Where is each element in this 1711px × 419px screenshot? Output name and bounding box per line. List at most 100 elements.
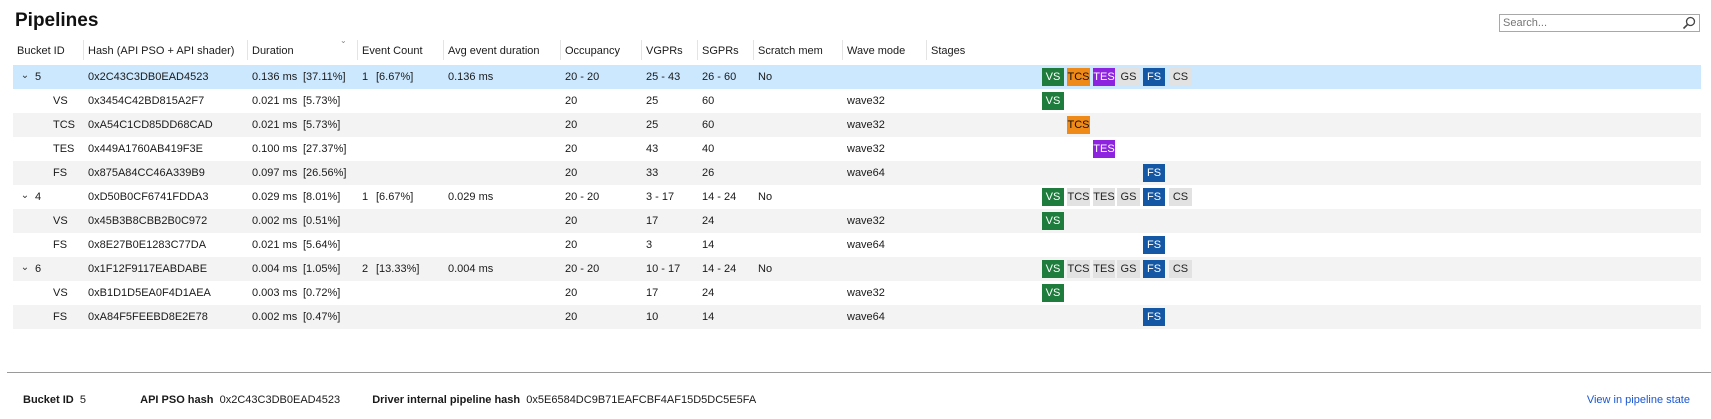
wave-mode: wave64	[847, 167, 885, 179]
avg-event-duration: 0.136 ms	[448, 71, 494, 83]
api-pso-hash-value: 0x2C43C3DB0EAD4523	[219, 394, 341, 406]
driver-hash-value: 0x5E6584DC9B71EAFCBF4AF15D5DC5E5FA	[526, 394, 757, 406]
column-header-event-count[interactable]: Event Count	[358, 40, 444, 60]
stage-badge-tes: TES	[1093, 188, 1115, 206]
vgprs: 10	[646, 311, 659, 323]
shader-hash: 0x449A1760AB419F3E	[88, 143, 203, 155]
duration: 0.100 ms	[252, 143, 298, 155]
shader-row[interactable]: VS 0xB1D1D5EA0F4D1AEA 0.003 ms [0.72%] 2…	[13, 281, 1701, 305]
shader-hash: 0x3454C42BD815A2F7	[88, 95, 205, 107]
vgprs: 33	[646, 167, 659, 179]
sgprs: 14	[702, 239, 715, 251]
duration: 0.136 ms	[252, 71, 298, 83]
occupancy: 20	[565, 119, 578, 131]
wave-mode: wave32	[847, 143, 885, 155]
shader-stage: VS	[53, 287, 68, 299]
chevron-down-icon[interactable]: ⌄	[20, 262, 30, 273]
duration: 0.003 ms	[252, 287, 298, 299]
stage-badge-tcs: TCS	[1067, 68, 1090, 86]
divider	[7, 372, 1711, 373]
shader-row[interactable]: TCS 0xA54C1CD85DD68CAD 0.021 ms [5.73%] …	[13, 113, 1701, 137]
duration-percent: [37.11%]	[303, 71, 346, 83]
column-header-vgprs[interactable]: VGPRs	[642, 40, 698, 60]
column-header-hash[interactable]: Hash (API PSO + API shader)	[84, 40, 248, 60]
sgprs: 60	[702, 95, 715, 107]
vgprs: 17	[646, 215, 659, 227]
column-header-duration[interactable]: Duration	[248, 40, 358, 60]
vgprs: 25	[646, 119, 659, 131]
column-header-bucket-id[interactable]: Bucket ID	[13, 40, 84, 60]
bucket-row-4[interactable]: ⌄ 4 0xD50B0CF6741FDDA3 0.029 ms [8.01%] …	[13, 185, 1701, 209]
duration: 0.029 ms	[252, 191, 298, 203]
sgprs: 24	[702, 215, 715, 227]
duration: 0.021 ms	[252, 119, 298, 131]
stage-badge-tes: TES	[1093, 68, 1115, 86]
duration-percent: [27.37%]	[303, 143, 347, 155]
stage-badge-gs: GS	[1117, 260, 1140, 278]
search-input[interactable]	[1500, 15, 1681, 31]
shader-hash: 0xA54C1CD85DD68CAD	[88, 119, 213, 131]
event-count: 1	[362, 71, 369, 83]
shader-row[interactable]: VS 0x45B3B8CBB2B0C972 0.002 ms [0.51%] 2…	[13, 209, 1701, 233]
stage-badge-vs: VS	[1042, 92, 1064, 110]
shader-row[interactable]: FS 0xA84F5FEEBD8E2E78 0.002 ms [0.47%] 2…	[13, 305, 1701, 329]
driver-hash-label: Driver internal pipeline hash	[372, 394, 521, 406]
bucket-row-5[interactable]: ⌄ 5 0x2C43C3DB0EAD4523 0.136 ms [37.11%]…	[13, 65, 1701, 89]
stage-badge-cs: CS	[1169, 260, 1192, 278]
duration-percent: [0.47%]	[303, 311, 341, 323]
pipeline-hash: 0x2C43C3DB0EAD4523	[88, 71, 209, 83]
wave-mode: wave64	[847, 311, 885, 323]
wave-mode: wave64	[847, 239, 885, 251]
column-header-scratch-mem[interactable]: Scratch mem	[754, 40, 843, 60]
column-header-avg-event-duration[interactable]: Avg event duration	[444, 40, 561, 60]
occupancy: 20	[565, 311, 578, 323]
bucket-row-6[interactable]: ⌄ 6 0x1F12F9117EABDABE 0.004 ms [1.05%] …	[13, 257, 1701, 281]
bucket-id: 4	[35, 191, 42, 203]
search-box[interactable]	[1499, 14, 1700, 32]
stage-badge-fs: FS	[1143, 308, 1165, 326]
column-header-wave-mode[interactable]: Wave mode	[843, 40, 927, 60]
duration: 0.004 ms	[252, 263, 298, 275]
vgprs: 25 - 43	[646, 71, 681, 83]
avg-event-duration: 0.004 ms	[448, 263, 494, 275]
shader-stage: FS	[53, 311, 68, 323]
duration: 0.002 ms	[252, 311, 298, 323]
occupancy: 20	[565, 95, 578, 107]
api-pso-hash-label: API PSO hash	[140, 394, 214, 406]
shader-stage: FS	[53, 167, 68, 179]
stage-badge-tcs: TCS	[1067, 260, 1090, 278]
duration-percent: [5.73%]	[303, 119, 341, 131]
shader-row[interactable]: FS 0x875A84CC46A339B9 0.097 ms [26.56%] …	[13, 161, 1701, 185]
wave-mode: wave32	[847, 215, 885, 227]
event-count: 1	[362, 191, 369, 203]
shader-stage: VS	[53, 95, 68, 107]
page-title: Pipelines	[15, 10, 99, 31]
shader-hash: 0xA84F5FEEBD8E2E78	[88, 311, 208, 323]
stage-badge-fs: FS	[1143, 236, 1165, 254]
chevron-down-icon[interactable]: ⌄	[20, 190, 30, 201]
sgprs: 40	[702, 143, 715, 155]
shader-row[interactable]: TES 0x449A1760AB419F3E 0.100 ms [27.37%]…	[13, 137, 1701, 161]
column-header-stages[interactable]: Stages	[931, 45, 966, 57]
duration: 0.021 ms	[252, 239, 298, 251]
sgprs: 24	[702, 287, 715, 299]
event-percent: [6.67%]	[376, 191, 414, 203]
scratch-mem: No	[758, 191, 773, 203]
vgprs: 25	[646, 95, 659, 107]
view-in-pipeline-state-link[interactable]: View in pipeline state	[1586, 394, 1690, 406]
duration-percent: [0.51%]	[303, 215, 341, 227]
sgprs: 14 - 24	[702, 191, 737, 203]
column-header-occupancy[interactable]: Occupancy	[561, 40, 642, 60]
scratch-mem: No	[758, 263, 773, 275]
occupancy: 20	[565, 287, 578, 299]
duration: 0.021 ms	[252, 95, 298, 107]
event-percent: [13.33%]	[376, 263, 420, 275]
wave-mode: wave32	[847, 95, 885, 107]
shader-row[interactable]: VS 0x3454C42BD815A2F7 0.021 ms [5.73%] 2…	[13, 89, 1701, 113]
occupancy: 20	[565, 215, 578, 227]
event-count: 2	[362, 263, 369, 275]
search-icon[interactable]	[1682, 16, 1696, 30]
chevron-down-icon[interactable]: ⌄	[20, 70, 30, 81]
shader-row[interactable]: FS 0x8E27B0E1283C77DA 0.021 ms [5.64%] 2…	[13, 233, 1701, 257]
column-header-sgprs[interactable]: SGPRs	[698, 40, 754, 60]
